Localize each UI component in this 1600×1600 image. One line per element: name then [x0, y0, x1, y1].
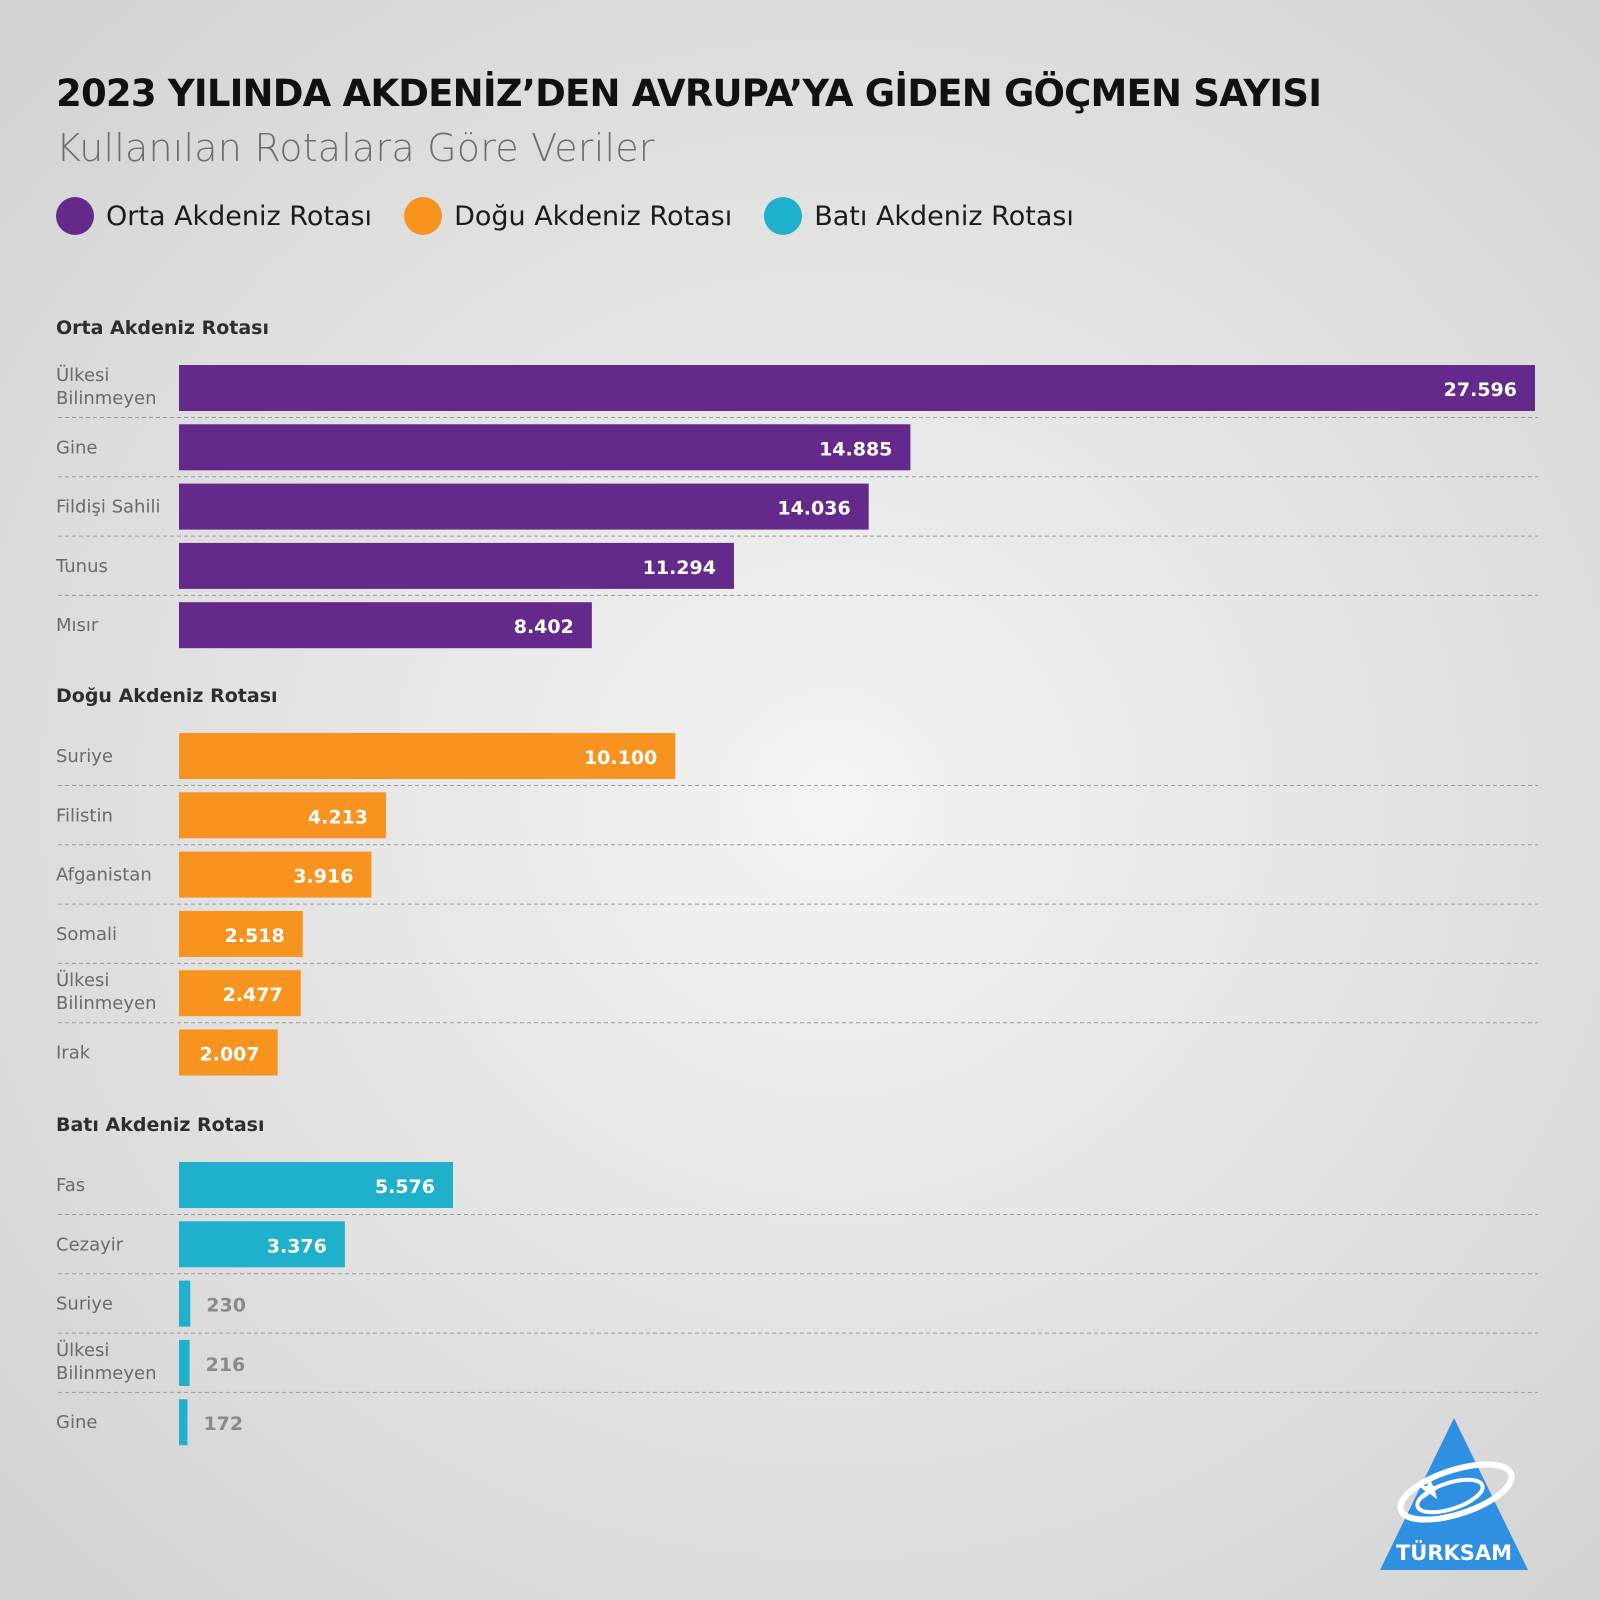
- bar: [179, 792, 387, 839]
- legend-item-bati: Batı Akdeniz Rotası: [764, 197, 1074, 235]
- category-label: Ülkesi Bilinmeyen: [56, 969, 157, 1014]
- bar: [179, 424, 911, 471]
- category-label: Afganistan: [56, 865, 152, 886]
- category-label: Cezayir: [56, 1234, 124, 1255]
- data-label: 172: [203, 1413, 243, 1435]
- legend-swatch-orta: [56, 197, 94, 235]
- bar: [179, 733, 676, 779]
- section-title: Batı Akdeniz Rotası: [56, 1114, 264, 1136]
- category-label: Suriye: [56, 1294, 113, 1315]
- logo-triangle: [1380, 1418, 1528, 1570]
- category-label: Mısır: [56, 615, 99, 636]
- bar: [179, 1280, 191, 1327]
- data-label: 2.518: [225, 925, 285, 947]
- bar: [179, 1162, 453, 1208]
- bar: [179, 1029, 278, 1076]
- legend: Orta Akdeniz Rotası Doğu Akdeniz Rotası …: [56, 196, 1106, 236]
- section-title: Orta Akdeniz Rotası: [56, 317, 269, 339]
- bar: [179, 1221, 345, 1268]
- data-label: 216: [206, 1354, 246, 1376]
- logo-orbit: [1397, 1461, 1515, 1523]
- category-label: Gine: [56, 1412, 97, 1433]
- legend-swatch-bati: [764, 197, 803, 235]
- category-label: Somali: [56, 924, 117, 945]
- bar: [179, 365, 1535, 411]
- chart-title: 2023 YILINDA AKDENİZ’DEN AVRUPA’YA GİDEN…: [56, 72, 1322, 115]
- legend-label-dogu: Doğu Akdeniz Rotası: [454, 200, 733, 232]
- bar: [179, 970, 301, 1017]
- category-label: Tunus: [55, 556, 108, 577]
- data-label: 4.213: [308, 806, 368, 828]
- category-label: Irak: [56, 1043, 91, 1064]
- logo-orbit-inner: [1415, 1477, 1485, 1515]
- category-label: Suriye: [56, 746, 113, 767]
- data-label: 3.916: [293, 866, 353, 888]
- data-label: 14.885: [819, 438, 892, 460]
- category-label: Filistin: [56, 805, 113, 826]
- bar: [179, 910, 303, 957]
- data-label: 27.596: [1444, 379, 1517, 401]
- star-icon: [1419, 1478, 1441, 1499]
- data-label: 5.576: [375, 1176, 435, 1198]
- chart-subtitle: Kullanılan Rotalara Göre Veriler: [56, 126, 655, 170]
- bar: [179, 1399, 188, 1446]
- bar: [179, 602, 592, 649]
- legend-item-orta: Orta Akdeniz Rotası: [56, 197, 372, 235]
- legend-swatch-dogu: [404, 197, 443, 235]
- legend-label-bati: Batı Akdeniz Rotası: [814, 200, 1074, 232]
- data-label: 2.477: [223, 984, 283, 1006]
- category-label: Gine: [56, 437, 97, 458]
- data-label: 10.100: [584, 747, 657, 769]
- bar: [179, 851, 372, 898]
- data-label: 2.007: [200, 1044, 260, 1066]
- category-label: Fas: [56, 1175, 85, 1196]
- bar: [179, 1339, 190, 1386]
- category-label: Ülkesi Bilinmeyen: [56, 1339, 157, 1384]
- bar: [179, 483, 869, 530]
- data-label: 230: [206, 1295, 246, 1317]
- data-label: 14.036: [777, 498, 850, 520]
- data-label: 3.376: [267, 1235, 327, 1257]
- legend-label-orta: Orta Akdeniz Rotası: [106, 200, 373, 232]
- section-title: Doğu Akdeniz Rotası: [56, 685, 278, 707]
- category-label: Fildişi Sahili: [56, 497, 160, 518]
- logo-text: TÜRKSAM: [1396, 1540, 1512, 1565]
- legend-item-dogu: Doğu Akdeniz Rotası: [404, 197, 732, 235]
- category-label: Ülkesi Bilinmeyen: [56, 364, 157, 409]
- data-label: 8.402: [514, 616, 574, 638]
- turksam-logo: TÜRKSAM: [1380, 1418, 1528, 1570]
- data-label: 11.294: [643, 557, 716, 579]
- bar: [179, 542, 734, 589]
